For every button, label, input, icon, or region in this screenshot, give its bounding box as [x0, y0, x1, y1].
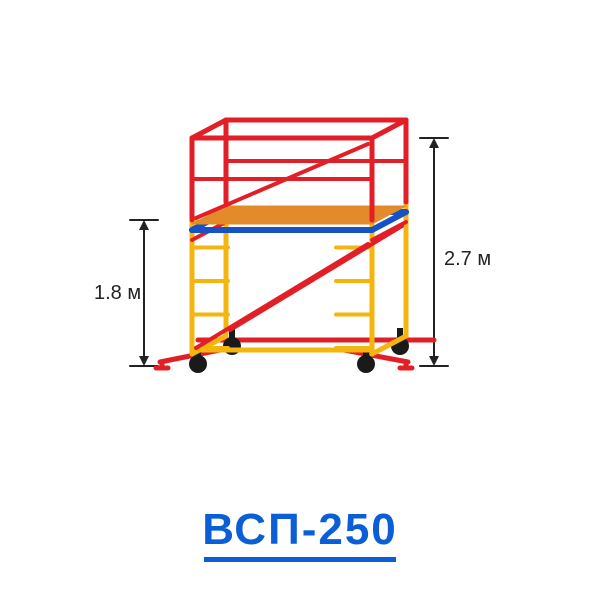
title-underline [204, 557, 396, 562]
right-dimension-label: 2.7 м [444, 248, 491, 271]
product-title: ВСП-250 [0, 505, 600, 555]
left-dimension-label: 1.8 м [94, 282, 141, 305]
